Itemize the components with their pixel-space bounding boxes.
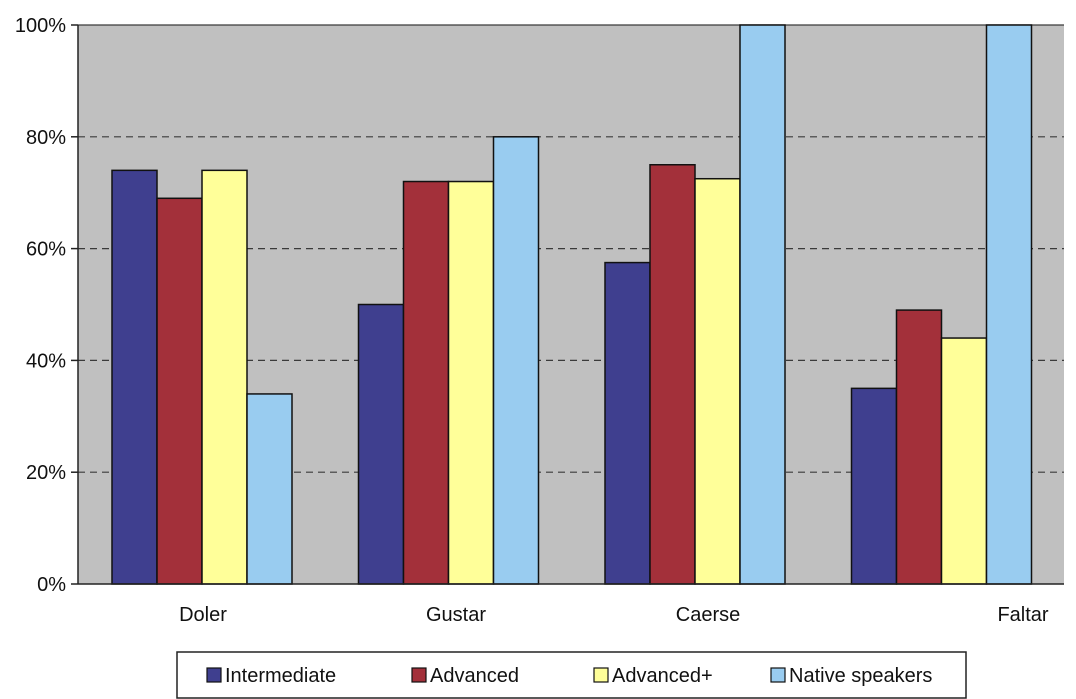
- bar-advanced--gustar: [447, 180, 495, 585]
- bar-native-speakers-gustar: [492, 136, 540, 585]
- legend-label-advanced: Advanced: [430, 665, 519, 687]
- y-tick-label: 100%: [15, 15, 66, 37]
- x-tick-label-gustar: Gustar: [426, 604, 486, 626]
- legend-swatch-advanced-: [593, 667, 609, 683]
- y-tick-label: 60%: [26, 239, 66, 261]
- bar-native-speakers-faltar: [985, 24, 1033, 585]
- axes: 0% 20% 40% 60% 80% 100% Doler Gustar Caerse Falta…: [15, 15, 1064, 626]
- y-tick-label: 20%: [26, 462, 66, 484]
- bar-advanced-caerse: [649, 164, 696, 585]
- y-tick-label: 80%: [26, 127, 66, 149]
- legend-swatch-intermediate: [206, 667, 222, 683]
- bar-advanced--faltar: [940, 337, 988, 585]
- y-tick-label: 0%: [37, 574, 66, 596]
- plot-area: [78, 24, 1064, 585]
- legend-label-native-speakers: Native speakers: [789, 665, 932, 687]
- x-tick-label-doler: Doler: [179, 604, 227, 626]
- legend-swatch-native-speakers: [770, 667, 786, 683]
- legend-label-intermediate: Intermediate: [225, 665, 336, 687]
- legend-label-advanced-: Advanced+: [612, 665, 713, 687]
- legend: Intermediate Advanced Advanced+ Native spea…: [176, 651, 967, 699]
- bar-intermediate-gustar: [357, 303, 405, 585]
- x-tick-label-caerse: Caerse: [676, 604, 740, 626]
- bar-native-speakers-caerse: [739, 24, 786, 585]
- y-tick-label: 40%: [26, 350, 66, 372]
- bar-advanced--doler: [201, 169, 248, 585]
- bar-intermediate-doler: [111, 169, 158, 585]
- legend-box: [176, 651, 967, 699]
- x-tick-label-faltar: Faltar: [997, 604, 1048, 626]
- bar-advanced-doler: [156, 197, 203, 585]
- bar-intermediate-faltar: [850, 387, 898, 585]
- bar-intermediate-caerse: [604, 261, 651, 585]
- legend-swatch-advanced: [411, 667, 427, 683]
- bar-native-speakers-doler: [246, 393, 293, 585]
- bar-advanced--caerse: [694, 177, 741, 585]
- bar-advanced-faltar: [895, 309, 943, 585]
- bar-advanced-gustar: [402, 180, 450, 585]
